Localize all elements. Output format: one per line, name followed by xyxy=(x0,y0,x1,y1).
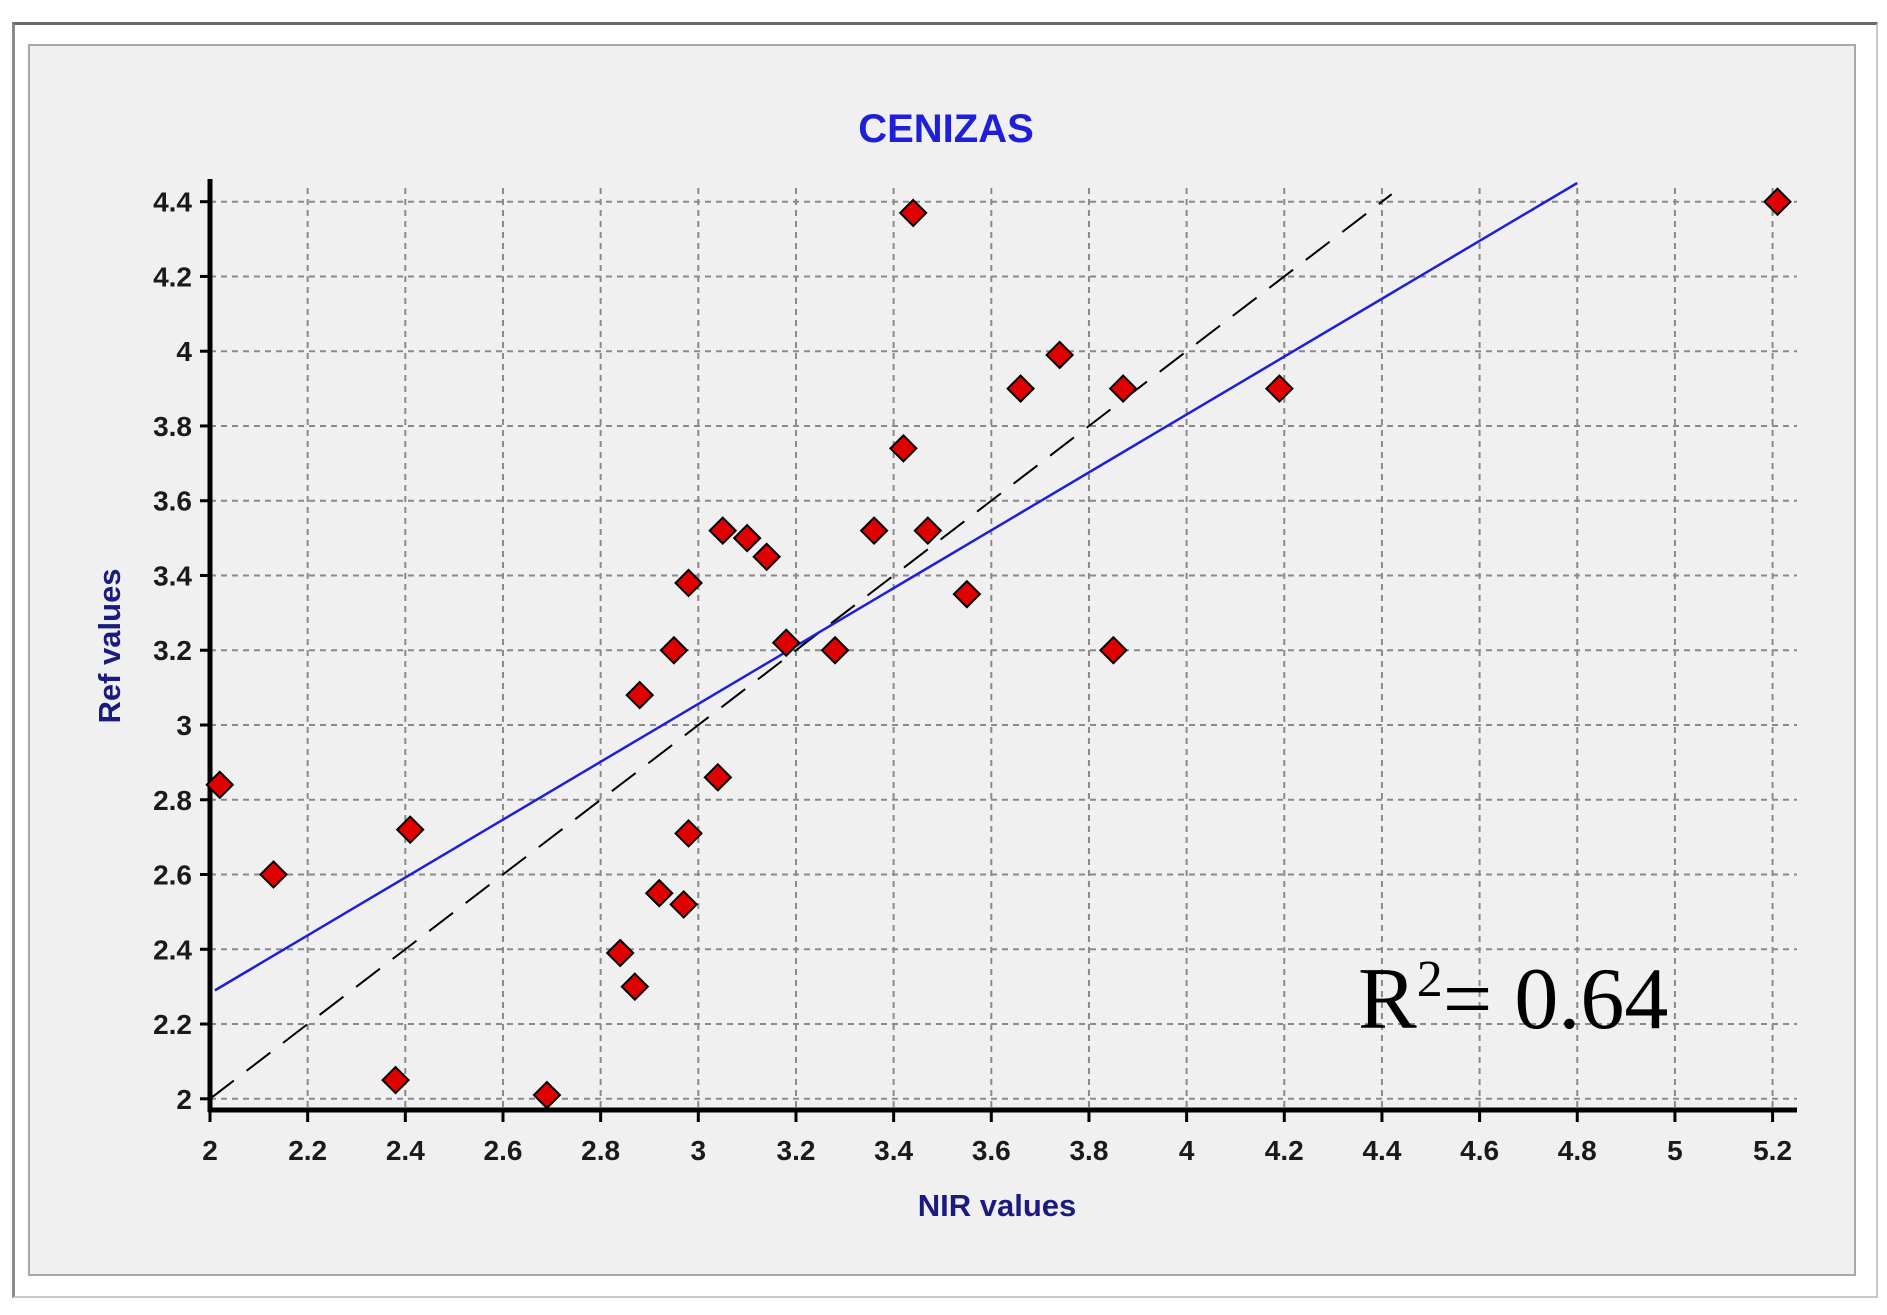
x-tick-label: 3.4 xyxy=(874,1135,913,1166)
x-tick-label: 3.2 xyxy=(777,1135,816,1166)
data-point-diamond xyxy=(820,635,850,665)
data-point-diamond xyxy=(669,890,699,919)
data-point-diamond xyxy=(732,523,762,553)
y-tick-label: 2.4 xyxy=(153,934,192,965)
r-squared-superscript: 2 xyxy=(1417,951,1443,1008)
r-squared-base: R xyxy=(1358,951,1417,1048)
data-point-diamond xyxy=(1763,187,1792,217)
data-point-diamond xyxy=(659,635,689,665)
chart-title: CENIZAS xyxy=(858,107,1034,151)
x-tick-label: 4.8 xyxy=(1558,1135,1597,1166)
y-tick-label: 3 xyxy=(176,710,192,741)
data-points xyxy=(205,187,1792,1110)
x-tick-labels: 2 2.2 2.4 2.6 2.8 3 3.2 3.4 3.6 3.8 4 4.2 4.4 4.6 4.8 5… xyxy=(202,1135,1792,1166)
x-tick-label: 5.2 xyxy=(1753,1135,1792,1166)
x-tick-label: 4.4 xyxy=(1362,1135,1401,1166)
data-point-diamond xyxy=(703,762,733,792)
data-point-diamond xyxy=(913,516,943,546)
y-tick-label: 3.8 xyxy=(153,411,192,442)
x-tick-label: 2.8 xyxy=(581,1135,620,1166)
y-tick-label: 2.2 xyxy=(153,1009,192,1040)
y-tick-labels: 2 2.2 2.4 2.6 2.8 3 3.2 3.4 3.6 3.8 4 4.2 4.4 xyxy=(153,187,192,1115)
x-tick-label: 2 xyxy=(202,1135,218,1166)
y-tick-label: 2.6 xyxy=(153,860,192,891)
r-squared-value: = 0.64 xyxy=(1443,951,1669,1048)
data-point-diamond xyxy=(1098,635,1128,665)
x-tick-label: 3.8 xyxy=(1069,1135,1108,1166)
r-squared-annotation: R2= 0.64 xyxy=(1358,951,1668,1048)
data-point-diamond xyxy=(620,972,650,1002)
x-tick-label: 4.2 xyxy=(1265,1135,1304,1166)
data-point-diamond xyxy=(644,878,674,908)
data-point-diamond xyxy=(395,815,425,845)
x-tick-label: 2.6 xyxy=(484,1135,523,1166)
data-point-diamond xyxy=(259,860,288,889)
data-point-diamond xyxy=(1045,340,1075,370)
fit-lines xyxy=(209,181,1578,1100)
grid xyxy=(210,188,1797,1110)
identity-line xyxy=(209,193,1393,1100)
axes xyxy=(200,179,1797,1122)
data-point-diamond xyxy=(952,579,982,609)
data-point-diamond xyxy=(1108,374,1138,403)
data-point-diamond xyxy=(898,198,928,228)
data-point-diamond xyxy=(771,628,801,658)
data-point-diamond xyxy=(859,516,889,546)
x-tick-label: 2.2 xyxy=(288,1135,327,1166)
y-tick-label: 4 xyxy=(176,336,192,367)
x-tick-label: 5 xyxy=(1667,1135,1683,1166)
y-tick-label: 4.2 xyxy=(153,261,192,292)
x-tick-label: 3.6 xyxy=(972,1135,1011,1166)
x-tick-label: 2.4 xyxy=(386,1135,425,1166)
data-point-diamond xyxy=(708,516,738,546)
data-point-diamond xyxy=(1264,374,1294,403)
data-point-diamond xyxy=(381,1065,410,1095)
data-point-diamond xyxy=(752,542,782,572)
x-tick-label: 4 xyxy=(1179,1135,1195,1166)
y-tick-label: 3.2 xyxy=(153,635,192,666)
y-tick-label: 2 xyxy=(176,1084,192,1115)
y-tick-label: 2.8 xyxy=(153,785,192,816)
chart-panel xyxy=(28,44,1856,1276)
x-tick-label: 4.6 xyxy=(1460,1135,1499,1166)
data-point-diamond xyxy=(625,680,655,710)
data-point-diamond xyxy=(674,568,703,598)
y-tick-label: 3.6 xyxy=(153,486,192,517)
regression-line xyxy=(214,181,1578,992)
y-tick-label: 3.4 xyxy=(153,560,192,591)
x-tick-label: 3 xyxy=(691,1135,707,1166)
y-axis-label: Ref values xyxy=(92,568,127,723)
y-tick-label: 4.4 xyxy=(153,187,192,218)
data-point-diamond xyxy=(1006,374,1036,403)
data-point-diamond xyxy=(605,938,635,968)
data-point-diamond xyxy=(888,433,918,463)
data-point-diamond xyxy=(205,770,235,800)
data-point-diamond xyxy=(532,1080,562,1110)
x-axis-label: NIR values xyxy=(918,1188,1077,1223)
data-point-diamond xyxy=(674,818,703,848)
